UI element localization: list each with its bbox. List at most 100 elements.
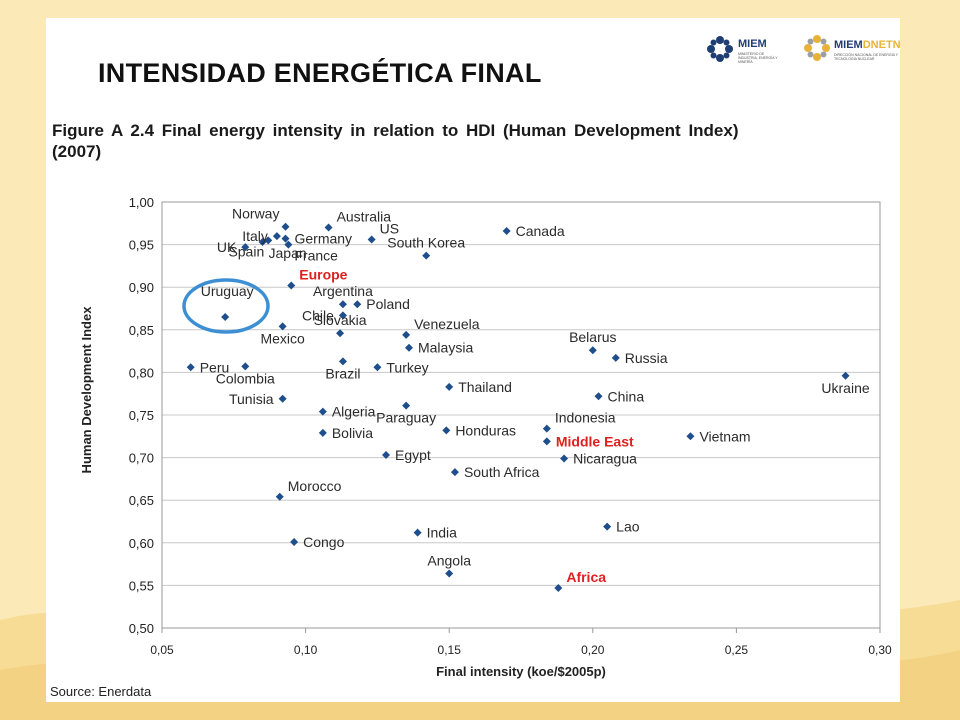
label-morocco: Morocco bbox=[288, 478, 342, 494]
point-china bbox=[594, 392, 603, 401]
x-tick-label: 0,05 bbox=[150, 643, 174, 657]
point-indonesia bbox=[542, 424, 551, 433]
data-points bbox=[186, 222, 850, 592]
point-ukraine bbox=[841, 371, 850, 380]
region-point-europe bbox=[287, 281, 296, 290]
slide-panel bbox=[46, 18, 900, 702]
y-tick-label: 0,55 bbox=[129, 578, 154, 593]
label-norway: Norway bbox=[232, 206, 279, 222]
miem-logo-name: MIEM bbox=[738, 38, 767, 50]
point-egypt bbox=[382, 451, 391, 460]
dnetn-flower-icon bbox=[804, 35, 830, 61]
label-lao: Lao bbox=[616, 519, 640, 535]
point-japan bbox=[258, 238, 267, 247]
label-argentina: Argentina bbox=[313, 283, 373, 299]
label-poland: Poland bbox=[366, 296, 410, 312]
y-tick-label: 0,75 bbox=[129, 408, 154, 423]
point-italy bbox=[272, 232, 281, 241]
label-vietnam: Vietnam bbox=[699, 428, 750, 444]
label-france: France bbox=[294, 248, 338, 264]
label-italy: Italy bbox=[242, 228, 268, 244]
point-belarus bbox=[588, 346, 597, 355]
label-middle-east: Middle East bbox=[556, 433, 634, 449]
region-point-middle-east bbox=[542, 437, 551, 446]
y-tick-label: 0,65 bbox=[129, 493, 154, 508]
label-us: US bbox=[380, 220, 399, 236]
label-tunisia: Tunisia bbox=[229, 391, 274, 407]
point-angola bbox=[445, 569, 454, 578]
point-india bbox=[413, 528, 422, 537]
label-indonesia: Indonesia bbox=[555, 410, 616, 426]
dnetn-logo-subtitle: DIRECCIÓN NACIONAL DE ENERGÍA Y TECNOLOG… bbox=[834, 53, 898, 61]
label-mexico: Mexico bbox=[260, 330, 305, 346]
label-egypt: Egypt bbox=[395, 447, 431, 463]
point-thailand bbox=[445, 382, 454, 391]
label-germany: Germany bbox=[294, 231, 352, 247]
x-tick-label: 0,30 bbox=[868, 643, 892, 657]
label-chile: Chile bbox=[302, 307, 334, 323]
miem-dnetn-logo: MIEMDNETN DIRECCIÓN NACIONAL DE ENERGÍA … bbox=[803, 34, 914, 62]
dnetn-logo-name-b: DNETN bbox=[862, 39, 901, 51]
chart-grid bbox=[162, 201, 880, 629]
point-turkey bbox=[373, 363, 382, 372]
label-japan: Japan bbox=[269, 245, 307, 261]
x-tick-labels: 0,05 0,10 0,15 0,20 0,25 0,30 bbox=[150, 628, 892, 657]
label-slovakia: Slovakia bbox=[314, 312, 367, 328]
point-labels: Norway Australia Italy Germany US Canada UK Fra… bbox=[200, 206, 870, 585]
point-chile bbox=[338, 311, 347, 320]
label-china: China bbox=[608, 388, 645, 404]
point-vietnam bbox=[686, 432, 695, 441]
point-brazil bbox=[338, 357, 347, 366]
point-spain bbox=[264, 236, 273, 245]
dnetn-logo-name-a: MIEM bbox=[834, 39, 863, 51]
label-india: India bbox=[427, 525, 458, 541]
label-angola: Angola bbox=[427, 552, 471, 568]
point-norway bbox=[281, 222, 290, 231]
point-nicaragua bbox=[560, 454, 569, 463]
label-south-africa: South Africa bbox=[464, 464, 540, 480]
label-congo: Congo bbox=[303, 534, 344, 550]
label-europe: Europe bbox=[299, 266, 347, 282]
label-colombia: Colombia bbox=[216, 370, 275, 386]
y-tick-label: 0,85 bbox=[129, 323, 154, 338]
label-venezuela: Venezuela bbox=[414, 316, 480, 332]
point-mexico bbox=[278, 322, 287, 331]
label-bolivia: Bolivia bbox=[332, 425, 373, 441]
x-axis-label: Final intensity (koe/$2005p) bbox=[436, 664, 606, 679]
miem-logo-subtitle: MINISTERIO DE INDUSTRIA, ENERGÍA Y MINER… bbox=[738, 52, 778, 64]
label-algeria: Algeria bbox=[332, 404, 376, 420]
x-tick-label: 0,25 bbox=[725, 643, 749, 657]
label-belarus: Belarus bbox=[569, 329, 616, 345]
y-tick-label: 1,00 bbox=[129, 195, 154, 210]
point-uk bbox=[241, 243, 250, 252]
label-ukraine: Ukraine bbox=[821, 380, 869, 396]
point-morocco bbox=[275, 492, 284, 501]
point-honduras bbox=[442, 426, 451, 435]
label-nicaragua: Nicaragua bbox=[573, 450, 637, 466]
label-malaysia: Malaysia bbox=[418, 340, 473, 356]
figure-caption: Figure A 2.4 Final energy intensity in r… bbox=[52, 120, 902, 162]
y-tick-label: 0,80 bbox=[129, 365, 154, 380]
label-brazil: Brazil bbox=[325, 365, 360, 381]
y-tick-label: 0,70 bbox=[129, 451, 154, 466]
label-canada: Canada bbox=[516, 223, 565, 239]
point-australia bbox=[324, 223, 333, 232]
point-argentina bbox=[338, 300, 347, 309]
label-uk: UK bbox=[217, 239, 237, 255]
x-tick-label: 0,20 bbox=[581, 643, 605, 657]
y-tick-label: 0,50 bbox=[129, 621, 154, 636]
label-russia: Russia bbox=[625, 350, 668, 366]
point-lao bbox=[603, 522, 612, 531]
y-tick-label: 0,90 bbox=[129, 280, 154, 295]
source-note: Source: Enerdata bbox=[50, 684, 152, 699]
label-paraguay: Paraguay bbox=[376, 410, 436, 426]
y-axis-label: Human Development Index bbox=[79, 306, 94, 474]
y-tick-labels: 0,50 0,55 0,60 0,65 0,70 0,75 0,80 0,85 0,90 0,95… bbox=[129, 195, 154, 636]
point-uruguay bbox=[221, 313, 230, 322]
label-spain: Spain bbox=[228, 243, 264, 259]
point-peru bbox=[186, 363, 195, 372]
point-malaysia bbox=[404, 343, 413, 352]
miem-logo: MIEM MINISTERIO DE INDUSTRIA, ENERGÍA Y … bbox=[706, 34, 778, 64]
figure-caption-line1: Figure A 2.4 Final energy intensity in r… bbox=[52, 121, 739, 140]
